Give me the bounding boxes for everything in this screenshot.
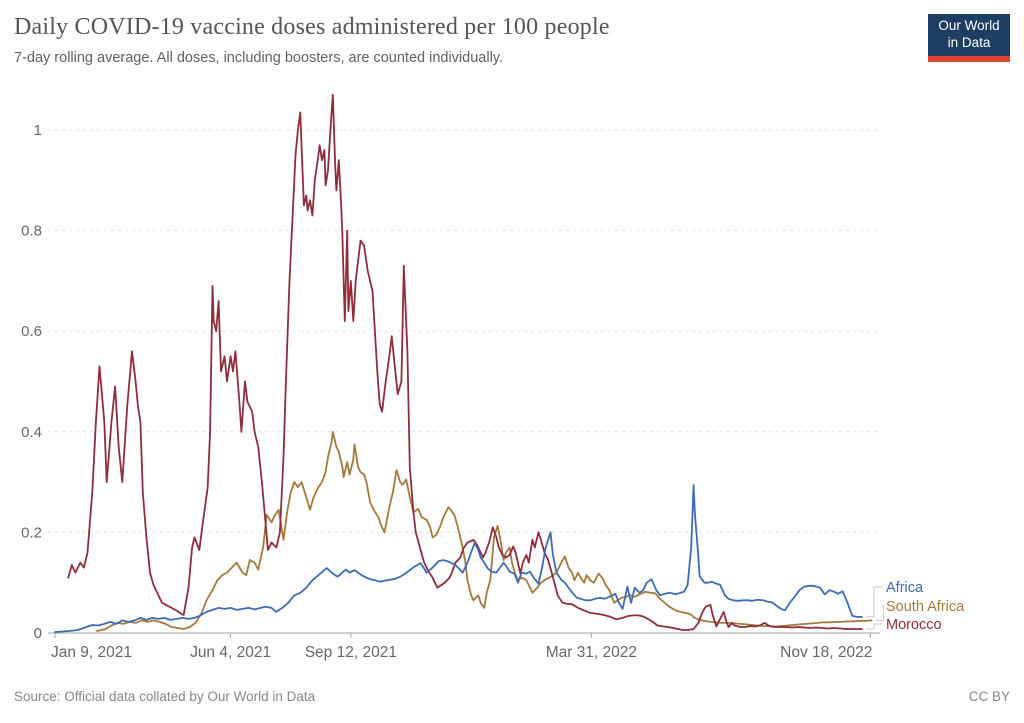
x-tick-label: Sep 12, 2021 (305, 644, 397, 661)
owid-logo-line1: Our World (938, 18, 1000, 34)
legend-label-south-africa[interactable]: South Africa (886, 599, 965, 615)
owid-logo-text: Our World in Data (928, 14, 1010, 56)
series-line-south-africa (96, 430, 873, 632)
legend-label-morocco[interactable]: Morocco (886, 617, 942, 633)
owid-logo[interactable]: Our World in Data (928, 14, 1010, 62)
page-subtitle: 7-day rolling average. All doses, includ… (14, 50, 503, 66)
legend-connector-morocco (865, 623, 882, 630)
y-tick-label: 0.8 (21, 223, 42, 240)
legend-label-africa[interactable]: Africa (886, 580, 924, 596)
owid-logo-line2: in Data (947, 35, 991, 50)
y-tick-label: 0.6 (21, 323, 42, 340)
x-tick-label: Jan 9, 2021 (51, 644, 132, 661)
legend-connector-africa (865, 586, 882, 618)
source-note: Source: Official data collated by Our Wo… (14, 689, 316, 704)
series-line-morocco (67, 93, 863, 631)
x-tick-label: Mar 31, 2022 (546, 644, 637, 661)
x-tick-label: Jun 4, 2021 (190, 644, 271, 661)
y-tick-label: 0 (34, 625, 42, 642)
chart-footer: Source: Official data collated by Our Wo… (14, 689, 1010, 704)
page-title: Daily COVID-19 vaccine doses administere… (14, 14, 610, 40)
y-tick-label: 0.2 (21, 524, 42, 541)
y-tick-label: 0.4 (21, 424, 42, 441)
y-tick-label: 1 (34, 122, 42, 139)
x-tick-label: Nov 18, 2022 (780, 644, 872, 661)
series-line-africa (54, 484, 863, 633)
legend-connector-south-africa (875, 605, 885, 621)
chart-header: Daily COVID-19 vaccine doses administere… (14, 14, 1010, 66)
owid-logo-accent-bar (928, 56, 1010, 62)
license-badge[interactable]: CC BY (968, 689, 1010, 704)
